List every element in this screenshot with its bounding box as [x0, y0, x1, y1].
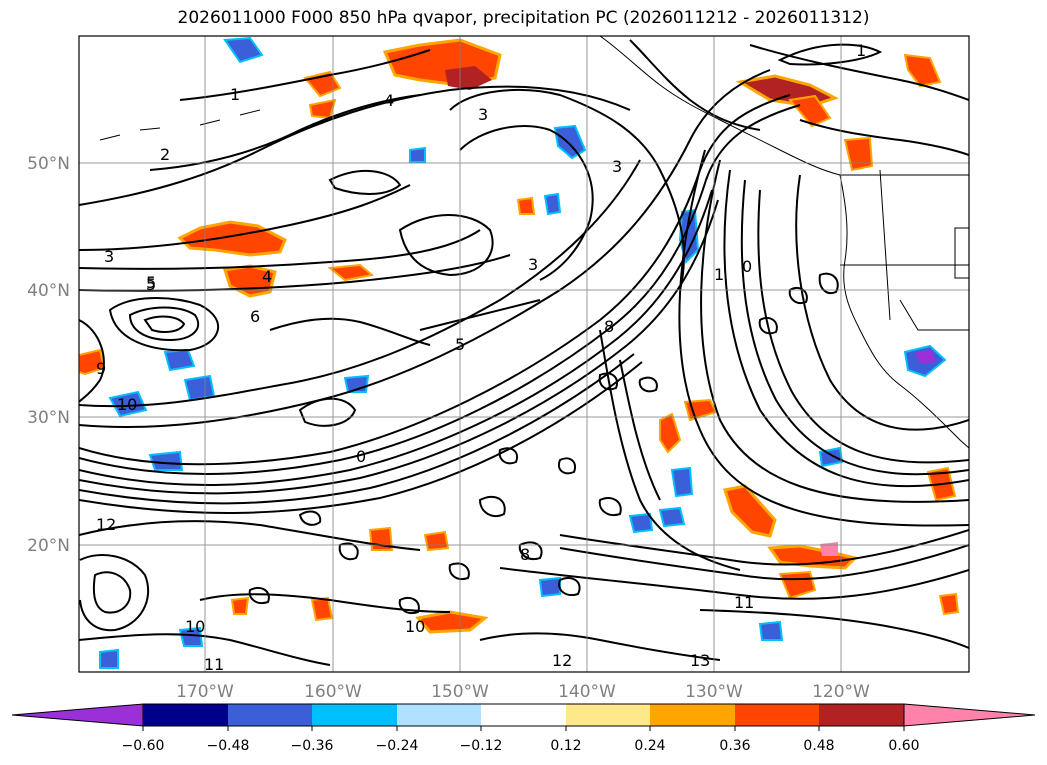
latitude-labels: 50°N 40°N 30°N 20°N	[27, 154, 70, 556]
colorbar-segment	[819, 704, 904, 726]
contour-label: 8	[604, 317, 614, 336]
graticule	[79, 36, 969, 672]
contour-label: 3	[478, 105, 488, 124]
contour-label: 1	[714, 265, 724, 284]
contour-label: 0	[742, 257, 752, 276]
lat-tick-label: 20°N	[27, 536, 70, 556]
contour-label: 5	[146, 273, 156, 292]
colorbar-segment	[650, 704, 735, 726]
lat-tick-label: 50°N	[27, 154, 70, 174]
colorbar-tick-label: 0.12	[550, 738, 581, 754]
lat-tick-label: 40°N	[27, 281, 70, 301]
contour-label: 12	[96, 515, 116, 534]
lon-tick-label: 120°W	[812, 682, 870, 702]
map-title: 2026011000 F000 850 hPa qvapor, precipit…	[177, 8, 870, 28]
colorbar-segment	[228, 704, 312, 726]
contour-label: 10	[185, 617, 205, 636]
colorbar-segment	[397, 704, 481, 726]
colorbar-segment	[735, 704, 819, 726]
map-frame	[78, 35, 970, 673]
contour-label: 6	[250, 307, 260, 326]
contour-label: 10	[405, 617, 425, 636]
colorbar-tick-label: −0.24	[376, 738, 419, 754]
colorbar-tick-label: −0.12	[460, 738, 503, 754]
colorbar-segment	[481, 704, 566, 726]
contour-label: 12	[552, 651, 572, 670]
longitude-labels: 170°W 160°W 150°W 140°W 130°W 120°W	[176, 682, 870, 702]
contour-label: 11	[204, 655, 224, 674]
lon-tick-label: 140°W	[558, 682, 616, 702]
colorbar-tick-label: −0.48	[207, 738, 250, 754]
colorbar-tick-label: −0.60	[122, 738, 165, 754]
coastlines	[99, 36, 969, 449]
precip-positive-blobs	[79, 38, 960, 634]
colorbar-tick-label: −0.36	[291, 738, 334, 754]
contour-label: 4	[384, 91, 394, 110]
colorbar-under-triangle	[11, 703, 144, 727]
contour-label: 3	[104, 247, 114, 266]
contour-label: 8	[520, 545, 530, 564]
contour-label: 4	[262, 267, 272, 286]
colorbar-segment	[143, 704, 228, 726]
contour-label: 3	[612, 157, 622, 176]
contour-labels: 1 2 3 4 5 6 8 9 10 11 12 13 0 3 5 5 4 1 …	[96, 41, 866, 674]
lat-tick-label: 30°N	[27, 408, 70, 428]
colorbar-segment	[312, 704, 397, 726]
lon-tick-label: 170°W	[176, 682, 234, 702]
contour-label: 5	[146, 275, 156, 294]
lon-tick-label: 150°W	[431, 682, 489, 702]
colorbar: −0.60 −0.48 −0.36 −0.24 −0.12 0.12 0.24 …	[11, 703, 1036, 754]
colorbar-tick-label: 0.48	[803, 738, 834, 754]
contour-label: 5	[455, 335, 465, 354]
contour-label: 13	[690, 651, 710, 670]
colorbar-tick-label: 0.60	[888, 738, 919, 754]
contour-label: 3	[528, 255, 538, 274]
contour-label: 10	[117, 395, 137, 414]
contour-label: 1	[856, 41, 866, 60]
contour-label: 2	[160, 145, 170, 164]
contour-label: 9	[96, 359, 106, 378]
contour-label: 0	[356, 447, 366, 466]
colorbar-tick-label: 0.24	[634, 738, 665, 754]
colorbar-segment	[566, 704, 650, 726]
lon-tick-label: 130°W	[685, 682, 743, 702]
contour-label: 11	[734, 593, 754, 612]
map-content: 1 2 3 4 5 6 8 9 10 11 12 13 0 3 5 5 4 1 …	[79, 36, 969, 674]
colorbar-tick-label: 0.36	[719, 738, 750, 754]
contour-label: 1	[230, 85, 240, 104]
lon-tick-label: 160°W	[304, 682, 362, 702]
colorbar-over-triangle	[903, 703, 1036, 727]
